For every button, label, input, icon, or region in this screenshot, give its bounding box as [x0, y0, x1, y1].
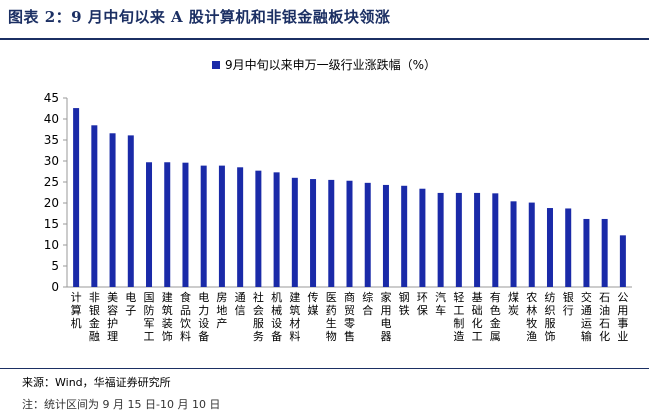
x-tick-label: 食品饮料: [180, 290, 191, 343]
source-rule: [0, 368, 649, 369]
bar: [291, 177, 298, 287]
x-tick-label: 通信: [235, 291, 246, 317]
bar: [328, 179, 335, 287]
bar: [437, 192, 444, 287]
x-tick-label: 非银金融: [89, 291, 100, 343]
bar: [419, 188, 426, 287]
bar: [73, 108, 80, 287]
y-tick-label: 40: [44, 112, 59, 126]
bar: [401, 185, 408, 287]
x-tick-label: 建筑装饰: [162, 290, 173, 343]
bar: [273, 172, 280, 287]
bar: [127, 135, 134, 287]
bar: [364, 182, 371, 287]
x-tick-label: 传媒: [308, 291, 319, 317]
bar: [91, 125, 98, 287]
x-tick-label: 商贸零售: [344, 290, 355, 343]
bar: [237, 167, 244, 287]
x-tick-label: 农林牧渔: [526, 290, 537, 343]
chart-legend: 9月中旬以来申万一级行业涨跌幅（%）: [212, 56, 436, 73]
bar: [492, 193, 499, 287]
x-tick-label: 有色金属: [490, 290, 501, 343]
bar: [546, 208, 553, 287]
bar: [565, 208, 572, 287]
x-tick-label: 电子: [125, 291, 136, 317]
x-tick-label: 国防军工: [144, 291, 155, 343]
bar: [200, 165, 207, 287]
bar: [455, 192, 462, 287]
bar: [109, 133, 116, 287]
x-tick-label: 煤炭: [508, 291, 519, 317]
x-tick-label: 石油石化: [599, 291, 610, 343]
bar: [583, 218, 590, 287]
x-tick-label: 医药生物: [326, 291, 337, 343]
x-tick-label: 钢铁: [399, 291, 410, 317]
x-tick-label: 社会服务: [253, 290, 264, 343]
bar: [310, 179, 317, 287]
x-tick-label: 基础化工: [472, 291, 483, 343]
y-tick-label: 25: [44, 175, 59, 189]
bar-chart: 0 5 10 15 20 25 30 35 40 45 计算机非银金融美容护理电子国防军工建筑装饰食…: [44, 91, 632, 343]
x-tick-label: 计算机: [71, 291, 82, 330]
y-tick-label: 35: [44, 133, 59, 147]
x-tick-label: 银行: [563, 290, 574, 317]
source-note: 来源：Wind，华福证券研究所: [22, 376, 171, 389]
bar: [164, 162, 171, 287]
x-tick-label: 房地产: [216, 291, 227, 330]
bar: [382, 184, 389, 287]
x-tick-label: 建筑材料: [289, 290, 300, 343]
x-tick-label: 交通运输: [581, 290, 592, 343]
bar: [510, 201, 517, 287]
x-tick-label: 综合: [362, 290, 373, 317]
bar: [218, 165, 225, 287]
x-tick-label: 美容护理: [107, 291, 118, 343]
bar: [528, 202, 535, 287]
figure-title: 图表 2：9 月中旬以来 A 股计算机和非银金融板块领涨: [8, 8, 391, 26]
y-tick-label: 20: [44, 196, 59, 210]
bar: [474, 192, 481, 287]
x-tick-label: 电力设备: [198, 291, 209, 343]
x-tick-label: 公用事业: [617, 291, 628, 343]
legend-label: 9月中旬以来申万一级行业涨跌幅（%）: [225, 58, 437, 72]
y-tick-label: 45: [44, 91, 59, 105]
x-tick-label: 汽车: [435, 290, 446, 317]
title-rule: [0, 38, 649, 40]
bar: [346, 180, 353, 287]
y-tick-label: 5: [51, 259, 59, 273]
x-tick-label: 家用电器: [380, 290, 391, 343]
bar: [255, 170, 262, 287]
bar: [182, 162, 189, 287]
bar: [146, 162, 153, 287]
x-tick-label: 环保: [417, 291, 428, 317]
x-tick-label: 轻工制造: [453, 290, 464, 343]
y-tick-label: 10: [44, 238, 59, 252]
y-tick-label: 30: [44, 154, 59, 168]
footnote: 注：统计区间为 9 月 15 日-10 月 10 日: [22, 398, 221, 411]
bar: [601, 218, 608, 287]
y-tick-label: 15: [44, 217, 59, 231]
bar: [619, 235, 626, 287]
legend-swatch: [212, 60, 220, 69]
x-tick-label: 机械设备: [271, 290, 282, 343]
y-tick-label: 0: [51, 280, 59, 294]
x-tick-label: 纺织服饰: [544, 290, 555, 343]
